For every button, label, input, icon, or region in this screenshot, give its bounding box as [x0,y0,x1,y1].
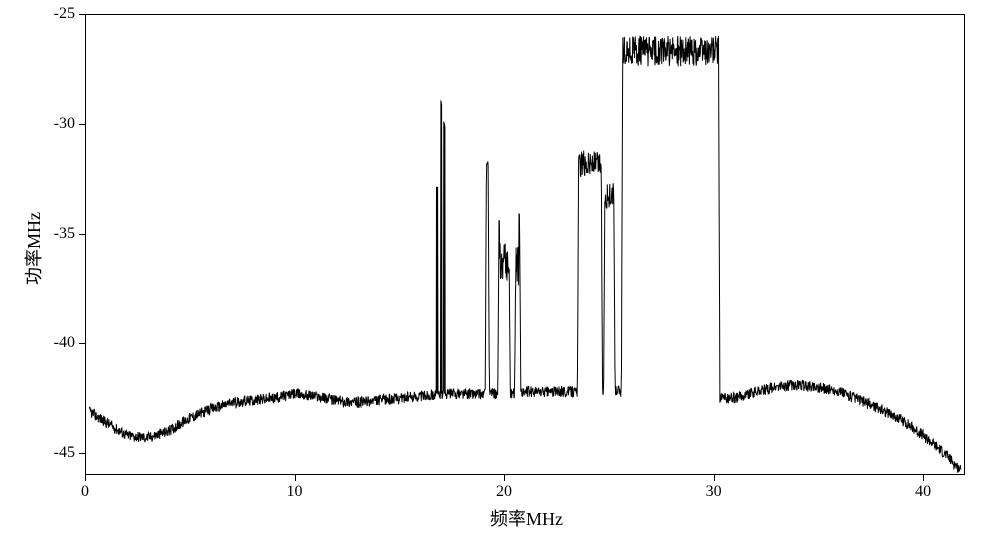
y-tick-label: -45 [54,444,75,462]
y-tick-label: -25 [54,5,75,23]
x-tick [504,475,505,481]
y-axis-label: 功率MHz [20,212,46,285]
y-tick-label: -30 [54,115,75,133]
x-tick-label: 10 [287,483,303,501]
x-tick-label: 0 [81,483,89,501]
x-tick [295,475,296,481]
x-axis-label: 频率MHz [490,505,563,531]
spectrum-line [0,0,1000,541]
y-tick [79,234,85,235]
x-tick [923,475,924,481]
y-tick [79,453,85,454]
spectrum-chart: 频率MHz 功率MHz 0 10 20 30 40 -45 -40 -35 -30 -25 [0,0,1000,541]
x-tick-label: 20 [496,483,512,501]
x-tick-label: 30 [706,483,722,501]
y-tick-label: -35 [54,225,75,243]
spectrum-trace [89,36,961,473]
y-tick [79,14,85,15]
y-tick-label: -40 [54,334,75,352]
x-tick [714,475,715,481]
x-tick-label: 40 [915,483,931,501]
x-tick [85,475,86,481]
y-tick [79,124,85,125]
y-tick [79,343,85,344]
